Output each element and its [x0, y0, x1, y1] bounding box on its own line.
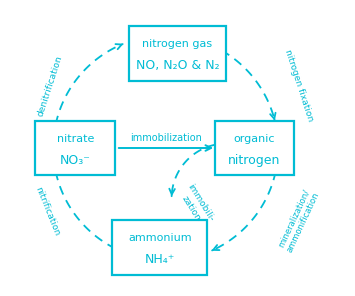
FancyBboxPatch shape — [113, 220, 207, 275]
Text: organic: organic — [234, 134, 275, 144]
Text: nitrate: nitrate — [57, 134, 94, 144]
Text: nitrification: nitrification — [33, 186, 61, 238]
Text: denitrification: denitrification — [36, 54, 64, 118]
Text: nitrogen: nitrogen — [228, 154, 281, 167]
Text: nitrogen fixation: nitrogen fixation — [283, 49, 315, 123]
Text: mineralization/
ammonification: mineralization/ ammonification — [276, 187, 322, 254]
FancyBboxPatch shape — [215, 121, 294, 175]
FancyBboxPatch shape — [129, 26, 226, 81]
FancyBboxPatch shape — [36, 121, 115, 175]
Text: immobili-
zation: immobili- zation — [176, 183, 215, 229]
Text: NO₃⁻: NO₃⁻ — [60, 154, 91, 167]
Text: NO, N₂O & N₂: NO, N₂O & N₂ — [136, 59, 219, 72]
Text: ammonium: ammonium — [128, 233, 192, 243]
Text: NH₄⁺: NH₄⁺ — [144, 253, 175, 266]
Text: nitrogen gas: nitrogen gas — [142, 39, 213, 49]
Text: immobilization: immobilization — [130, 133, 202, 143]
